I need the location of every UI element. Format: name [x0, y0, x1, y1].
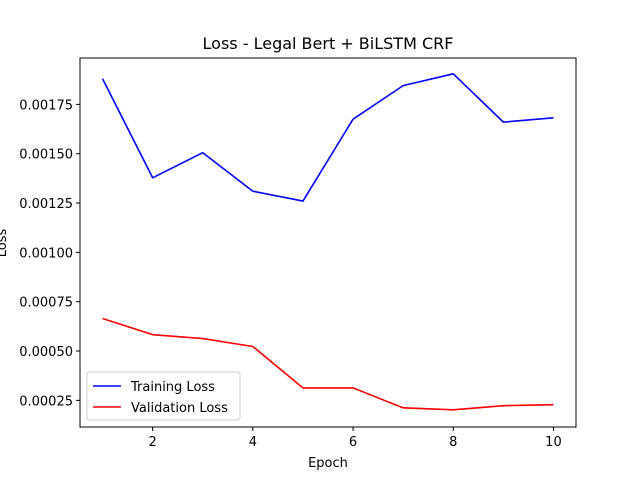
training-loss-legend-label: Training Loss [130, 380, 215, 395]
legend: Training Loss Validation Loss [86, 371, 241, 421]
legend-box [86, 371, 241, 421]
x-tick-label: 6 [349, 435, 357, 450]
y-tick-label: 0.00150 [19, 148, 73, 163]
y-tick-label: 0.00100 [19, 246, 73, 261]
series-layer [101, 72, 554, 411]
y-tick-label: 0.00075 [19, 296, 73, 311]
chart-title: Loss - Legal Bert + BiLSTM CRF [203, 34, 454, 53]
y-tick-label: 0.00175 [19, 98, 73, 113]
x-tick-label: 2 [149, 435, 157, 450]
x-axis: 2 4 6 8 10 [149, 427, 562, 450]
training-loss-line [101, 72, 554, 202]
plot-frame [79, 57, 577, 428]
y-axis: 0.00025 0.00050 0.00075 0.00100 0.00125 0.001… [19, 98, 80, 409]
x-tick-label: 8 [449, 435, 457, 450]
x-tick-label: 10 [545, 435, 562, 450]
y-tick-label: 0.00025 [19, 394, 73, 409]
y-tick-label: 0.00125 [19, 197, 73, 212]
y-tick-label: 0.00050 [19, 345, 73, 360]
x-axis-label: Epoch [308, 456, 348, 471]
y-axis-label: Loss [0, 229, 10, 258]
validation-loss-line [102, 317, 554, 411]
validation-loss-legend-label: Validation Loss [131, 401, 228, 416]
x-tick-label: 4 [249, 435, 257, 450]
